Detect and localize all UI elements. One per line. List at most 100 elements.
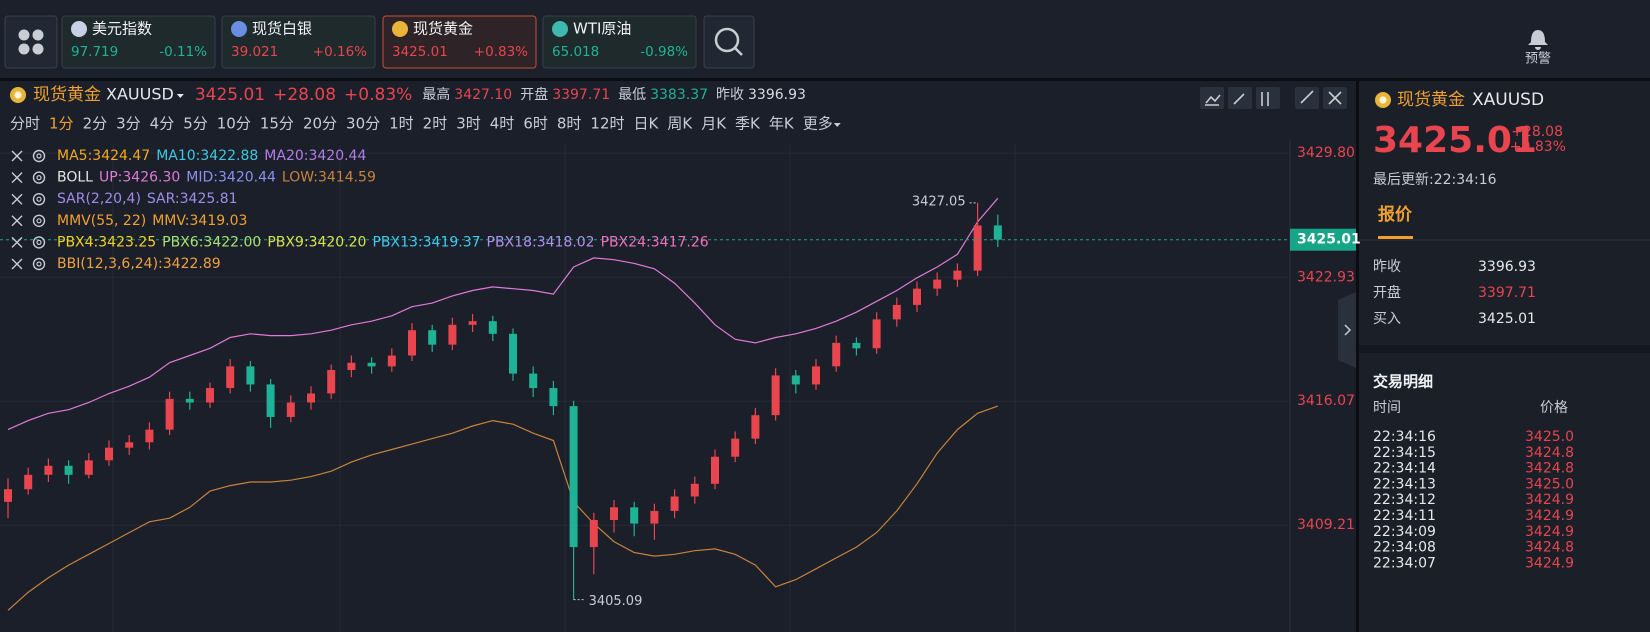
stat-label: 最高 (422, 86, 450, 103)
search-button[interactable] (703, 15, 755, 69)
indicator-value: MMV:3419.03 (152, 213, 247, 229)
settings-icon[interactable] (32, 192, 46, 206)
stat-value: 3427.10 (454, 87, 512, 103)
menu-button[interactable] (4, 15, 58, 69)
trade-time: 22:34:07 (1373, 555, 1436, 571)
collapse-tab[interactable] (1338, 292, 1356, 368)
timeframe[interactable]: 1分 (49, 115, 74, 133)
timeframe[interactable]: 30分 (346, 115, 380, 133)
chart-panel (0, 81, 1356, 632)
timeframe[interactable]: 3时 (456, 115, 481, 133)
chart-tools (1200, 87, 1347, 109)
tab-underline (1378, 236, 1413, 239)
ticker-card[interactable] (542, 15, 697, 69)
candle-body (165, 398, 174, 430)
timeframe[interactable]: 日K (634, 115, 660, 133)
timeframe[interactable]: 2分 (83, 115, 108, 133)
indicator-value: PBX4:3423.25 (57, 234, 156, 250)
trade-time: 22:34:14 (1373, 461, 1436, 477)
candle-body (913, 288, 921, 305)
panel-change: +28.08 (1511, 124, 1563, 140)
timeframe[interactable]: 12时 (590, 115, 624, 133)
timeframe[interactable]: 更多 (803, 115, 833, 133)
close-icon[interactable] (11, 258, 23, 270)
quote-label: 昨收 (1373, 259, 1401, 275)
close-icon[interactable] (11, 193, 23, 205)
settings-icon[interactable] (32, 171, 46, 184)
timeframe[interactable]: 1时 (389, 115, 414, 133)
timeframe[interactable]: 4分 (150, 115, 175, 133)
candle-body (448, 324, 457, 345)
alert-label[interactable]: 预警 (1525, 51, 1551, 67)
settings-icon[interactable] (32, 149, 46, 163)
timeframe[interactable]: 分时 (10, 115, 40, 133)
timeframe[interactable]: 20分 (303, 115, 337, 133)
close-icon[interactable] (11, 236, 23, 248)
ticker-card[interactable] (382, 15, 537, 69)
ticker-card[interactable] (221, 15, 376, 69)
candle-body (731, 438, 740, 457)
instrument-name: 现货黄金 (33, 85, 101, 105)
timeframe[interactable]: 3分 (116, 115, 141, 133)
close-icon[interactable] (11, 215, 23, 227)
ticker-card[interactable] (61, 15, 216, 69)
candle-body (872, 319, 881, 349)
panel-name: 现货黄金 (1397, 90, 1465, 110)
quote-value: 3425.01 (1478, 311, 1536, 327)
candle-body (630, 507, 639, 524)
candle-body (812, 366, 820, 385)
ticker-icon (71, 21, 87, 37)
high-label: 3427.05 (912, 194, 966, 209)
settings-icon[interactable] (32, 257, 46, 271)
timeframe[interactable]: 5分 (183, 115, 208, 133)
panel-tab[interactable]: 报价 (1378, 204, 1413, 225)
search-icon (714, 27, 740, 53)
candle-body (125, 442, 134, 448)
timeframe[interactable]: 4时 (490, 115, 515, 133)
trade-time: 22:34:11 (1373, 508, 1436, 524)
indicator-value: PBX24:3417.26 (601, 234, 709, 250)
y-tick-label: 3422.93 (1297, 269, 1355, 285)
stat-label: 最低 (618, 87, 646, 103)
ticker-name: WTI原油 (573, 20, 631, 38)
indicator-value: UP:3426.30 (99, 170, 180, 186)
timeframe[interactable]: 6时 (523, 115, 548, 133)
settings-icon (36, 239, 42, 245)
side-panel (1359, 81, 1650, 632)
divider (1356, 81, 1359, 632)
settings-icon[interactable] (32, 214, 46, 228)
ticker-change: -0.98% (640, 44, 688, 60)
header-change-pct: +0.83% (344, 85, 412, 105)
dropdown-arrow[interactable] (176, 94, 184, 98)
timeframe[interactable]: 季K (735, 115, 761, 133)
candle-body (206, 388, 214, 403)
ticker-icon (231, 21, 247, 37)
timeframe[interactable]: 8时 (557, 115, 582, 133)
timeframe[interactable]: 2时 (423, 115, 448, 133)
settings-icon (36, 153, 42, 159)
candle-body (64, 465, 73, 475)
candle-body (246, 366, 255, 385)
candle-body (347, 362, 356, 370)
timeframe[interactable]: 15分 (260, 115, 294, 133)
candle-body (892, 304, 901, 320)
indicator-value: PBX13:3419.37 (372, 234, 480, 250)
settings-icon[interactable] (32, 236, 46, 249)
timeframe[interactable]: 周K (667, 115, 693, 133)
timeframe[interactable]: 年K (769, 115, 795, 133)
indicator-value: MA10:3422.88 (156, 148, 258, 164)
y-tick-label: 3409.21 (1297, 517, 1355, 533)
candle-body (145, 429, 154, 443)
trade-price: 3424.9 (1525, 508, 1574, 524)
indicator-value: PBX6:3422.00 (162, 234, 261, 250)
indicator-value: SAR:3425.81 (147, 191, 238, 207)
trades-header: 价格 (1540, 400, 1568, 416)
candle-body (428, 330, 437, 345)
close-icon[interactable] (11, 172, 23, 184)
menu-icon (18, 29, 44, 55)
timeframe[interactable]: 10分 (217, 115, 251, 133)
close-icon[interactable] (11, 150, 23, 162)
instrument-symbol: XAUUSD (106, 85, 174, 104)
timeframe[interactable]: 月K (701, 115, 727, 133)
